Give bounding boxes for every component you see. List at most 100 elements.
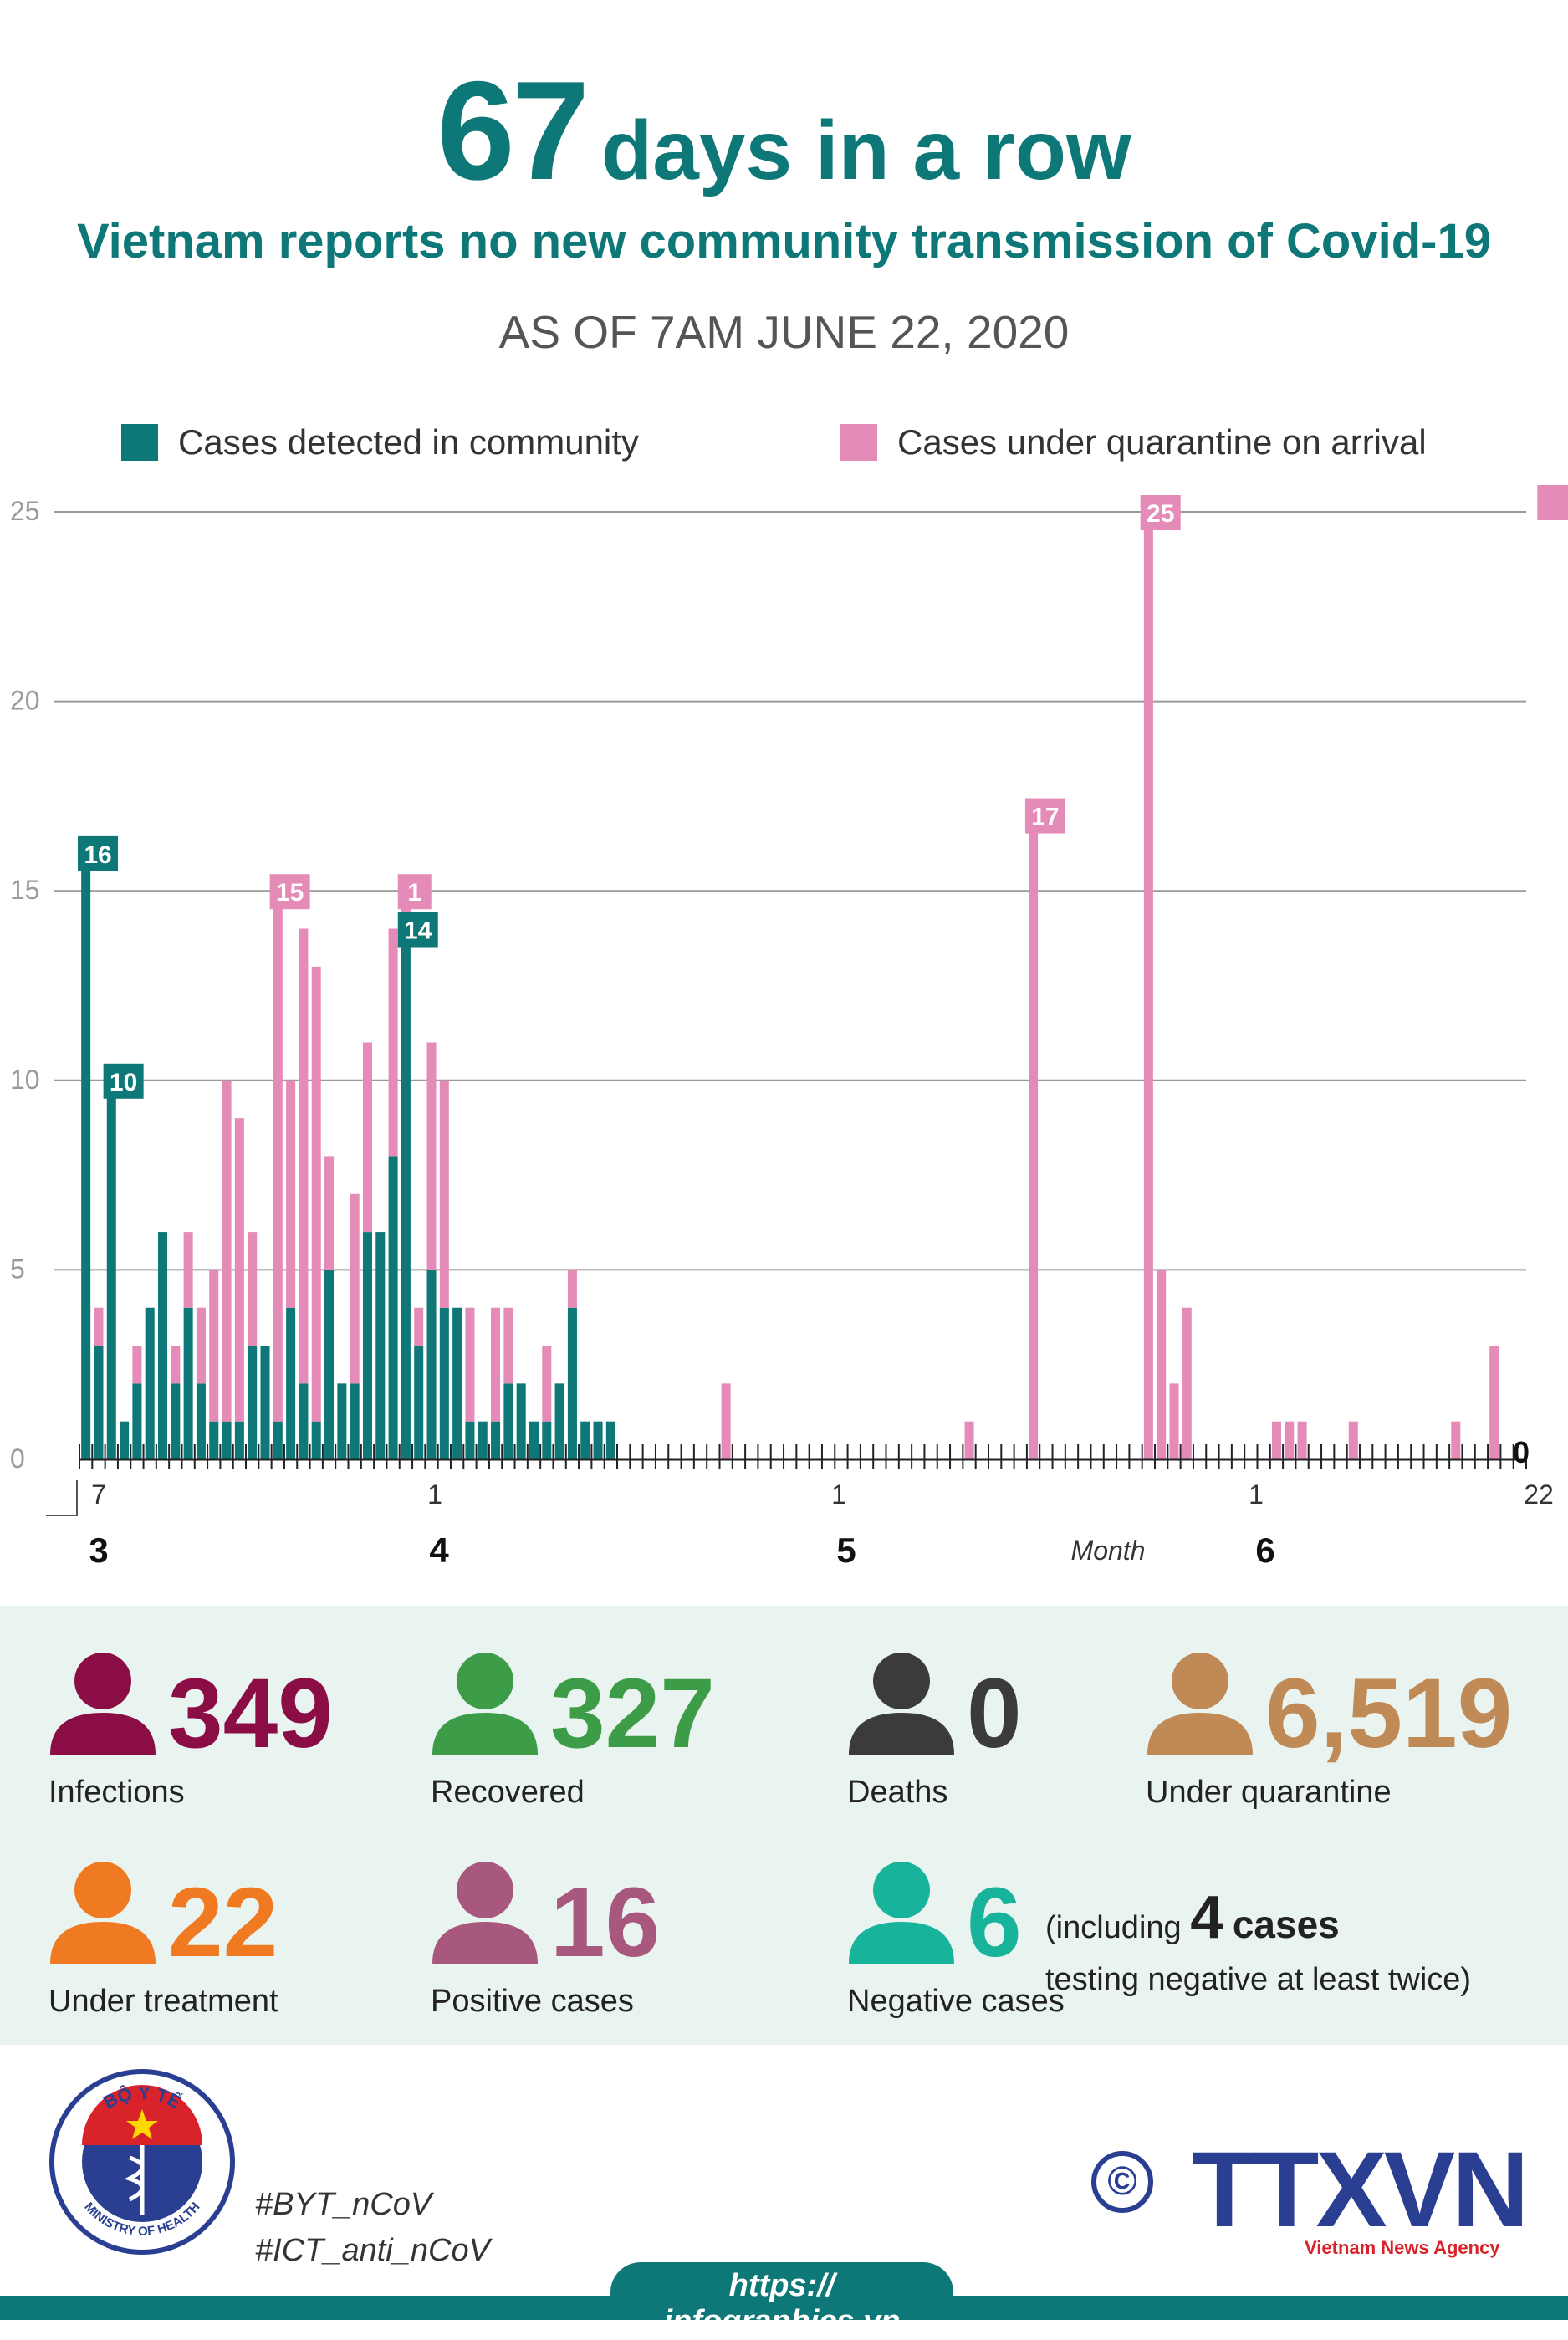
hashtag-ict[interactable]: #ICT_anti_nCoV <box>255 2233 490 2268</box>
data-label-box <box>397 912 438 948</box>
bar-quarantine <box>171 1346 181 1384</box>
bar-quarantine <box>299 928 309 1384</box>
stat-value: 6,519 <box>1265 1658 1513 1769</box>
legend-community: Cases detected in community <box>121 422 639 462</box>
bar-community <box>248 1346 258 1459</box>
month-label: 6 <box>1255 1530 1274 1570</box>
bar-quarantine <box>567 1270 577 1308</box>
stat-label: Recovered <box>431 1775 585 1810</box>
legend-label-quarantine: Cases under quarantine on arrival <box>897 422 1427 462</box>
bar-community <box>388 1156 398 1459</box>
bar-community <box>209 1421 219 1459</box>
bar-quarantine <box>350 1193 360 1384</box>
bar-quarantine <box>465 1307 475 1422</box>
data-label: 17 <box>1031 804 1059 831</box>
legend-quarantine: Cases under quarantine on arrival <box>840 422 1427 462</box>
stat-value: 327 <box>550 1658 715 1769</box>
bar-community <box>580 1421 590 1459</box>
stat-value: 6 <box>967 1867 1022 1978</box>
bar-quarantine <box>183 1232 193 1308</box>
bar-community <box>491 1421 501 1459</box>
bar-quarantine <box>1285 1421 1295 1459</box>
data-label: 25 <box>1147 500 1174 528</box>
person-icon <box>432 1862 538 1964</box>
data-label: 10 <box>110 1069 137 1096</box>
bar-community <box>260 1346 270 1459</box>
hashtag-byt[interactable]: #BYT_nCoV <box>255 2187 432 2222</box>
bar-quarantine <box>1143 512 1153 1459</box>
bar-community <box>158 1232 168 1459</box>
bar-community <box>375 1232 386 1459</box>
y-tick-label: 10 <box>10 1065 40 1095</box>
bar-community <box>171 1383 181 1459</box>
person-icon <box>50 1862 156 1964</box>
bar-community <box>94 1346 104 1459</box>
bar-quarantine <box>248 1232 258 1346</box>
bar-community <box>273 1421 283 1459</box>
negative-note-number: 4 <box>1190 1884 1224 1951</box>
bar-quarantine <box>209 1270 219 1422</box>
bar-community <box>503 1383 513 1459</box>
data-label: 15 <box>276 879 304 907</box>
bar-community <box>299 1383 309 1459</box>
footer-url[interactable]: https:// infographics.vn <box>663 2268 901 2339</box>
bar-community <box>516 1383 526 1459</box>
bar-quarantine <box>324 1156 335 1270</box>
bar-quarantine <box>964 1421 974 1459</box>
bar-quarantine <box>542 1346 552 1422</box>
bar-community <box>132 1383 142 1459</box>
agency-subtitle: Vietnam News Agency <box>1305 2237 1500 2258</box>
person-icon <box>849 1862 954 1964</box>
stat-value: 16 <box>550 1867 661 1978</box>
bar-quarantine <box>1489 1346 1499 1459</box>
stat-label: Deaths <box>847 1775 948 1810</box>
headline-rest: days in a row <box>601 104 1131 197</box>
bar-community <box>414 1346 424 1459</box>
bar-quarantine <box>1297 1421 1307 1459</box>
bar-community <box>234 1421 244 1459</box>
x-tick-label: 22 <box>1524 1479 1554 1510</box>
bar-community <box>542 1421 552 1459</box>
as-of-date: AS OF 7AM JUNE 22, 2020 <box>498 306 1070 358</box>
bar-community <box>183 1307 193 1459</box>
data-label: 14 <box>404 917 432 945</box>
stat-label: Positive cases <box>431 1984 634 2019</box>
bar-community <box>593 1421 603 1459</box>
bar-quarantine <box>491 1307 501 1422</box>
bar-quarantine <box>362 1042 372 1233</box>
x-tick-label: 7 <box>91 1479 106 1510</box>
bar-community <box>106 1080 116 1459</box>
data-label-box <box>1140 495 1181 530</box>
bar-quarantine <box>1451 1421 1461 1459</box>
bar-community <box>478 1421 488 1459</box>
bar-quarantine <box>1348 1421 1358 1459</box>
negative-note-prefix: (including <box>1045 1910 1182 1945</box>
ministry-of-health-logo: BỘ Y TẾ MINISTRY OF HEALTH <box>49 2069 235 2255</box>
bar-community <box>350 1383 360 1459</box>
y-tick-label: 0 <box>10 1443 25 1474</box>
bar-quarantine <box>311 966 321 1422</box>
stat-value: 0 <box>967 1658 1022 1769</box>
y-tick-label: 25 <box>10 496 40 526</box>
stat-label: Under quarantine <box>1146 1775 1392 1810</box>
bar-quarantine <box>439 1080 449 1308</box>
bar-quarantine <box>1029 815 1039 1459</box>
bar-community <box>452 1307 462 1459</box>
bar-community <box>401 928 411 1459</box>
bar-quarantine <box>401 891 411 929</box>
stat-label: Negative cases <box>847 1984 1065 2019</box>
data-label-box <box>1024 798 1065 834</box>
bar-quarantine <box>94 1307 104 1346</box>
bar-community <box>337 1383 347 1459</box>
subtitle: Vietnam reports no new community transmi… <box>77 214 1491 268</box>
bar-community <box>222 1421 232 1459</box>
bar-community <box>554 1383 564 1459</box>
stat-value: 349 <box>168 1658 333 1769</box>
bar-quarantine <box>1157 1270 1167 1459</box>
bar-quarantine <box>222 1080 232 1422</box>
negative-note-cases: cases <box>1232 1903 1340 1946</box>
copyright-icon: © <box>1091 2151 1153 2213</box>
month-label: 5 <box>836 1530 856 1570</box>
month-label: 3 <box>89 1530 108 1570</box>
bar-quarantine <box>234 1118 244 1422</box>
